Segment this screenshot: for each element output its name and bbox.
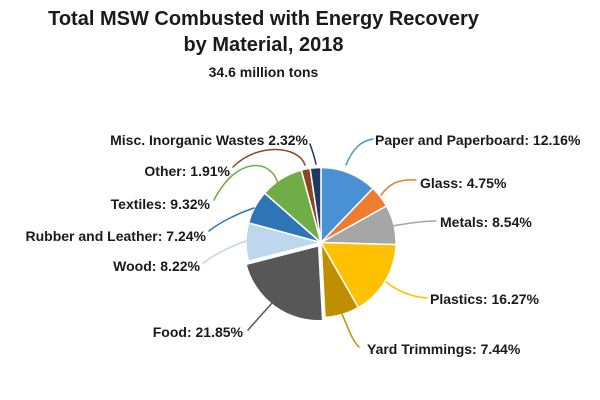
slice-label-textiles: Textiles: 9.32% [110, 196, 210, 212]
slice-label-glass: Glass: 4.75% [420, 175, 507, 191]
slice-label-metals: Metals: 8.54% [440, 214, 532, 230]
leader-line-food [247, 302, 273, 331]
slice-label-misc-inorganic-wastes: Misc. Inorganic Wastes 2.32% [110, 132, 308, 148]
pie-slice-food [245, 244, 324, 322]
chart-title-line2: by Material, 2018 [183, 34, 344, 56]
leader-line-rubber-and-leather [208, 207, 255, 232]
pie-slice-misc-inorganic-wastes [309, 166, 322, 244]
leader-line-paper-and-paperboard [345, 138, 374, 166]
chart-title-line1: Total MSW Combusted with Energy Recovery [48, 8, 479, 30]
slice-label-other: Other: 1.91% [144, 163, 230, 179]
leader-line-misc-inorganic-wastes [309, 143, 317, 165]
slice-label-yard-trimmings: Yard Trimmings: 7.44% [367, 341, 521, 357]
leader-line-metals [391, 220, 437, 227]
slice-label-rubber-and-leather: Rubber and Leather: 7.24% [25, 228, 207, 244]
slice-label-food: Food: 21.85% [152, 324, 243, 340]
slice-label-wood: Wood: 8.22% [113, 258, 200, 274]
slice-label-paper-and-paperboard: Paper and Paperboard: 12.16% [375, 132, 581, 148]
slice-label-plastics: Plastics: 16.27% [430, 291, 539, 307]
leader-line-textiles [213, 164, 279, 201]
leader-line-wood [202, 240, 247, 264]
chart-title: Total MSW Combusted with Energy Recovery… [0, 6, 527, 58]
chart-subtitle: 34.6 million tons [208, 64, 319, 80]
leader-line-yard-trimmings [341, 313, 360, 348]
leader-line-glass [380, 179, 417, 196]
leader-line-other [232, 148, 306, 168]
leader-line-plastics [385, 281, 428, 299]
pie-slice-plastics [320, 241, 397, 309]
